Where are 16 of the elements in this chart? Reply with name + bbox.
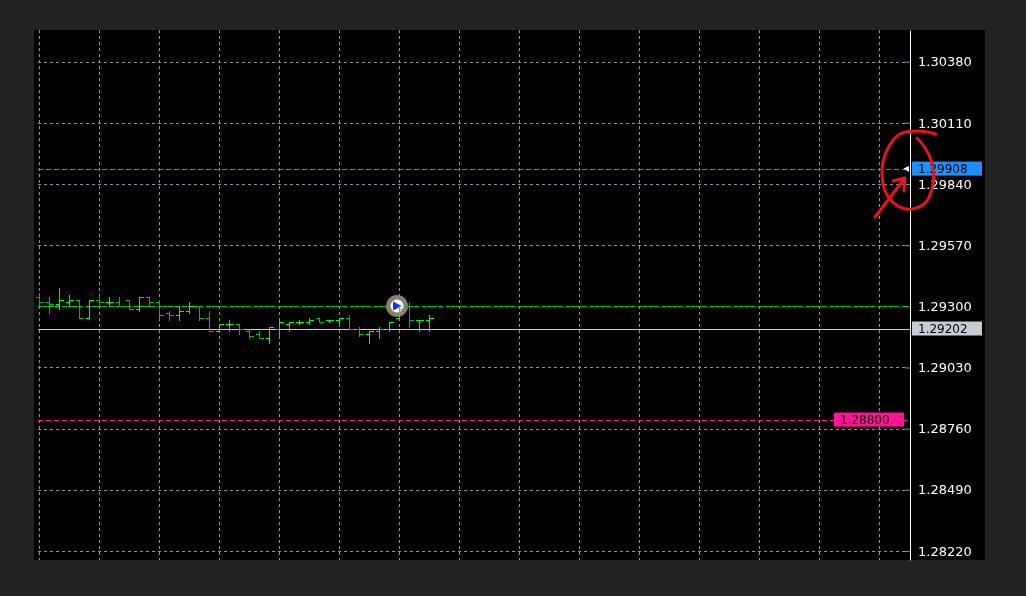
ref-line-label: 1.29202 xyxy=(918,321,968,336)
candlestick xyxy=(85,300,94,319)
y-tick-label: 1.28220 xyxy=(918,543,972,559)
candlestick xyxy=(105,296,114,308)
candlestick xyxy=(55,287,64,311)
candlestick xyxy=(415,319,424,333)
candlestick xyxy=(205,310,214,333)
y-tick-label: 1.30380 xyxy=(918,54,972,70)
y-tick-label: 1.28490 xyxy=(918,482,972,498)
ref-line-label: 1.28800 xyxy=(840,412,890,427)
y-tick-label: 1.29570 xyxy=(918,237,972,253)
y-tick-label: 1.29030 xyxy=(918,360,972,376)
y-tick-label: 1.30110 xyxy=(918,115,972,131)
y-tick-label: 1.28760 xyxy=(918,421,972,437)
y-tick-label: 1.29300 xyxy=(918,298,972,314)
candlestick xyxy=(225,319,234,333)
